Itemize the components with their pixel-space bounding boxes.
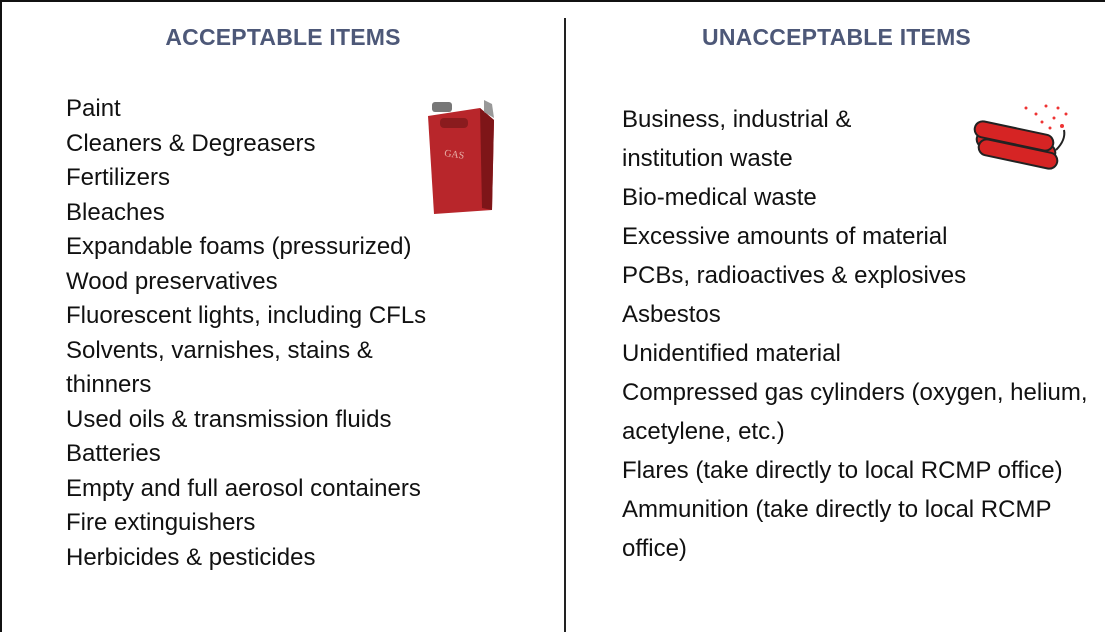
list-item: Expandable foams (pressurized) <box>66 230 546 265</box>
list-item: Bio-medical waste <box>622 178 1102 217</box>
list-item: Fire extinguishers <box>66 506 546 541</box>
column-title: UNACCEPTABLE ITEMS <box>566 24 1107 51</box>
list-item: Excessive amounts of material <box>622 217 1102 256</box>
column-title: ACCEPTABLE ITEMS <box>2 24 564 51</box>
list-item: Business, industrial & institution waste <box>622 100 952 178</box>
list-item: Herbicides & pesticides <box>66 541 546 576</box>
dynamite-icon <box>966 100 1086 180</box>
list-item: Fluorescent lights, including CFLs <box>66 299 546 334</box>
list-item: Empty and full aerosol containers <box>66 472 546 507</box>
list-item: Used oils & transmission fluids <box>66 403 546 438</box>
list-item: Solvents, varnishes, stains & thinners <box>66 334 456 403</box>
list-item: Ammunition (take directly to local RCMP … <box>622 490 1102 568</box>
list-item: Unidentified material <box>622 334 1102 373</box>
list-item: PCBs, radioactives & explosives <box>622 256 1102 295</box>
list-item: Flares (take directly to local RCMP offi… <box>622 451 1102 490</box>
gas-can-icon: GAS <box>420 98 502 218</box>
list-item: Batteries <box>66 437 546 472</box>
list-item: Wood preservatives <box>66 265 546 300</box>
column-divider <box>564 18 566 632</box>
page: ACCEPTABLE ITEMS PaintCleaners & Degreas… <box>0 0 1105 632</box>
list-item: Compressed gas cylinders (oxygen, helium… <box>622 373 1102 451</box>
list-item: Asbestos <box>622 295 1102 334</box>
